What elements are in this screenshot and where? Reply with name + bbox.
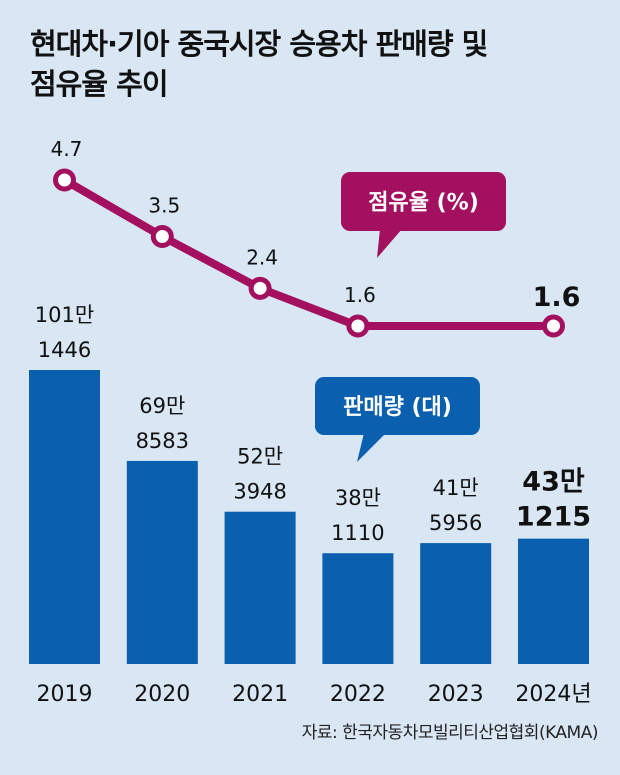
bar-2021 [224,511,296,664]
bar-label-bottom: 8583 [136,429,189,453]
x-tick-label: 2019 [37,682,93,707]
title-line-2: 점유율 추이 [30,67,169,101]
title-line-1: 현대차·기아 중국시장 승용차 판매량 및 [30,27,488,61]
share-label: 2.4 [246,245,278,269]
legend-share-label: 점유율 (%) [368,191,479,216]
x-tick-label: 2021 [232,682,288,707]
bar-label-bottom: 1110 [331,521,384,545]
bar-2019 [29,370,100,664]
share-point [346,314,370,338]
share-label: 4.7 [51,137,83,161]
share-point [542,314,565,338]
x-tick-label: 2023 [428,682,484,707]
share-point [248,276,272,300]
share-label: 1.6 [344,283,376,307]
legend-sales-tail [357,433,386,462]
share-point [53,168,76,192]
bar-label-bottom: 1215 [516,502,591,533]
bar-label-top: 41만 [433,476,479,500]
legend-share-tail [377,229,402,258]
legend-sales-label: 판매량 (대) [343,395,452,420]
chart-title: 현대차·기아 중국시장 승용차 판매량 및 점유율 추이 [30,24,600,104]
bar-2022 [322,553,394,664]
source-note: 자료: 한국자동차모빌리티산업협회(KAMA) [301,723,599,743]
bar-2024년 [518,538,589,664]
bar-label-top: 52만 [237,445,283,469]
bar-2020 [126,460,198,664]
share-label: 1.6 [533,282,581,313]
share-label: 3.5 [148,194,180,218]
share-point [150,225,174,249]
bar-label-top: 101만 [35,303,94,327]
bar-label-bottom: 3948 [233,480,286,504]
legend-sales-box [315,377,480,435]
bar-label-bottom: 5956 [429,511,482,535]
bar-label-bottom: 1446 [38,338,91,362]
bar-label-top: 43만 [522,467,585,498]
x-tick-label: 2024년 [515,682,591,707]
bar-label-top: 69만 [139,394,185,418]
x-tick-label: 2020 [134,682,190,707]
bar-2023 [420,543,492,664]
x-tick-label: 2022 [330,682,386,707]
bar-label-top: 38만 [335,486,381,510]
legend-share-box [341,172,506,231]
